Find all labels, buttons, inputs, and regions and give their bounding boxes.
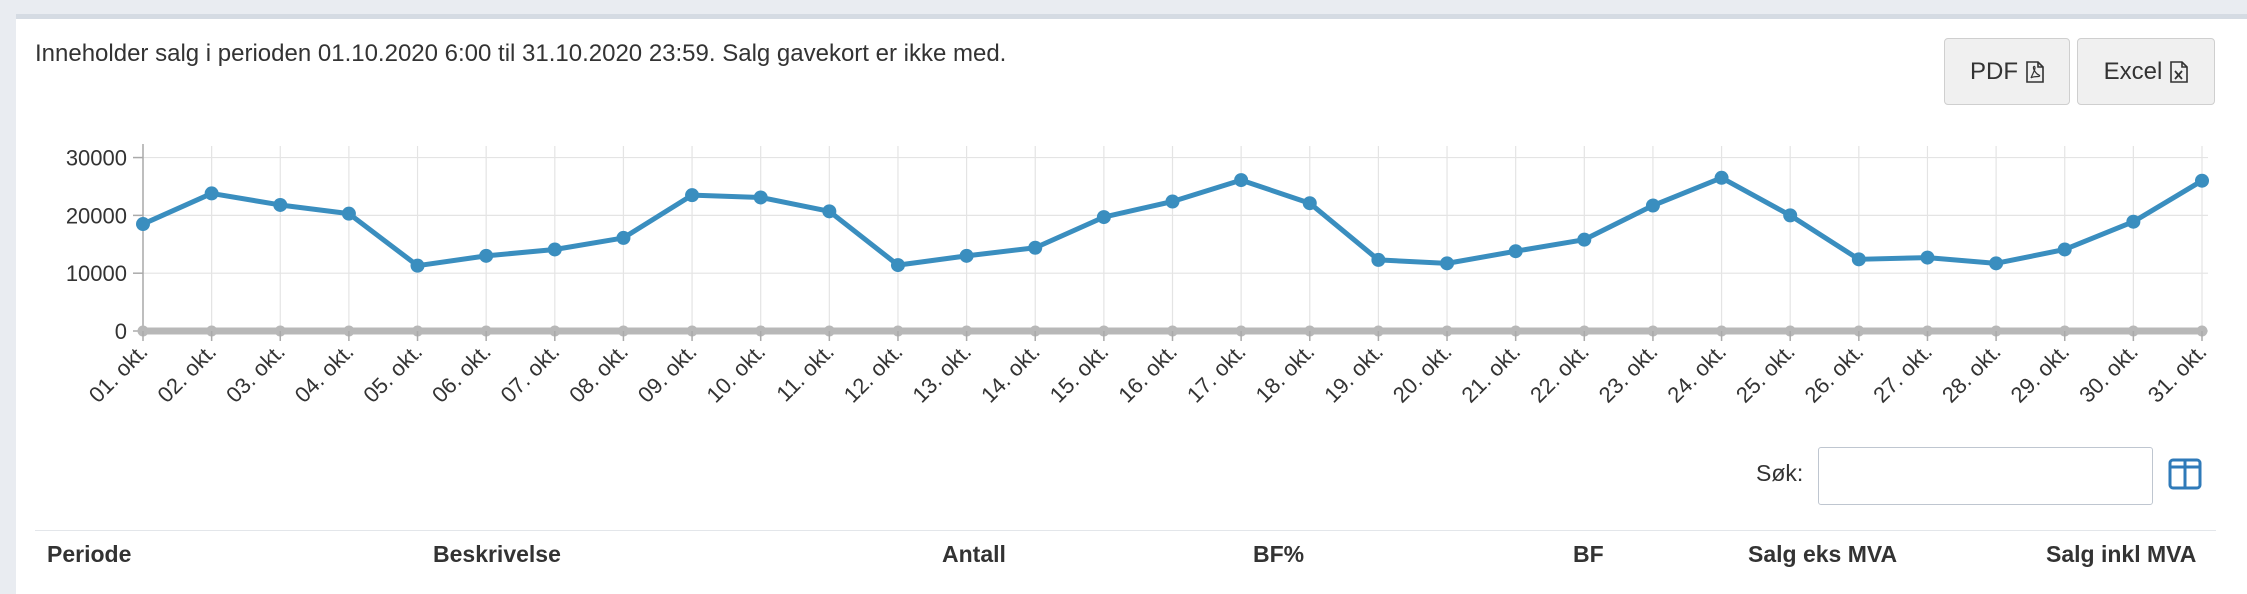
data-point: [1851, 252, 1866, 267]
data-point: [479, 248, 494, 263]
x-tick-label: 01. okt.: [84, 339, 153, 408]
x-tick-label: 24. okt.: [1662, 339, 1731, 408]
data-point: [1440, 256, 1455, 271]
x-tick-label: 09. okt.: [633, 339, 702, 408]
data-point: [1371, 252, 1386, 267]
data-point: [616, 230, 631, 245]
x-tick-label: 13. okt.: [907, 339, 976, 408]
data-point: [1508, 244, 1523, 259]
x-tick-label: 11. okt.: [771, 339, 839, 407]
x-tick-label: 18. okt.: [1251, 339, 1320, 408]
daily-sales-line-chart: 0 10000 20000 30000 01. okt. 02. okt. 03. okt.…: [66, 144, 2212, 408]
data-point: [204, 186, 219, 201]
pdf-button-label: PDF: [1970, 57, 2018, 85]
x-tick-label: 27. okt.: [1868, 339, 1937, 408]
excel-export-button[interactable]: Excel: [2077, 38, 2215, 105]
data-point: [1714, 170, 1729, 185]
data-point: [1096, 210, 1111, 225]
data-point: [1165, 194, 1180, 209]
columns-icon[interactable]: [2168, 458, 2202, 490]
y-tick-label: 0: [115, 319, 127, 344]
x-tick-label: 04. okt.: [290, 339, 359, 408]
x-tick-label: 06. okt.: [427, 339, 496, 408]
excel-file-icon: [2170, 60, 2189, 83]
data-point: [1028, 240, 1043, 255]
x-tick-label: 12. okt.: [839, 339, 908, 408]
x-tick-label: 29. okt.: [2006, 339, 2075, 408]
x-tick-label: 31. okt.: [2143, 339, 2212, 408]
column-header-bf-percent[interactable]: BF%: [1253, 541, 1305, 567]
pdf-export-button[interactable]: PDF: [1944, 38, 2070, 105]
data-point: [959, 248, 974, 263]
y-tick-label: 20000: [66, 203, 127, 228]
x-tick-label: 21. okt.: [1457, 339, 1526, 408]
data-point: [547, 242, 562, 257]
column-header-salg-eks-mva[interactable]: Salg eks MVA: [1748, 541, 1898, 567]
column-header-salg-inkl-mva[interactable]: Salg inkl MVA: [2046, 541, 2197, 567]
data-point: [1302, 196, 1317, 211]
data-point: [1783, 208, 1798, 223]
x-tick-label: 22. okt.: [1525, 339, 1594, 408]
data-point: [136, 217, 150, 232]
x-tick-label: 10. okt.: [702, 339, 771, 408]
data-point: [2195, 173, 2209, 188]
x-tick-label: 26. okt.: [1800, 339, 1869, 408]
x-tick-label: 02. okt.: [152, 339, 221, 408]
x-tick-label: 16. okt.: [1113, 339, 1182, 408]
data-point: [1645, 198, 1660, 213]
x-tick-label: 30. okt.: [2074, 339, 2143, 408]
y-tick-label: 10000: [66, 261, 127, 286]
x-tick-label: 17. okt.: [1182, 339, 1251, 408]
column-header-bf[interactable]: BF: [1573, 541, 1604, 567]
data-point: [1989, 256, 2004, 271]
data-point: [753, 190, 768, 205]
x-tick-label: 20. okt.: [1388, 339, 1457, 408]
data-point: [1920, 250, 1935, 265]
data-point: [1577, 232, 1592, 247]
data-point: [685, 188, 700, 203]
data-point: [822, 204, 837, 219]
x-tick-label: 03. okt.: [221, 339, 290, 408]
excel-button-label: Excel: [2103, 57, 2163, 85]
x-tick-label: 23. okt.: [1594, 339, 1663, 408]
data-point: [2126, 214, 2141, 229]
column-header-antall[interactable]: Antall: [942, 541, 1006, 567]
x-tick-label: 14. okt.: [976, 339, 1045, 408]
x-tick-label: 28. okt.: [1937, 339, 2006, 408]
data-point: [341, 206, 356, 221]
x-tick-label: 15. okt.: [1045, 339, 1114, 408]
data-point: [1234, 173, 1249, 188]
y-tick-label: 30000: [66, 146, 127, 171]
x-tick-label: 19. okt.: [1319, 339, 1388, 408]
x-tick-label: 05. okt.: [358, 339, 427, 408]
data-point: [410, 258, 425, 273]
data-point: [2057, 242, 2072, 257]
search-input[interactable]: [1818, 447, 2153, 505]
period-info-text: Inneholder salg i perioden 01.10.2020 6:…: [35, 40, 1007, 67]
column-header-periode[interactable]: Periode: [47, 541, 132, 567]
data-point: [890, 258, 905, 273]
sales-table: Periode Beskrivelse Antall BF% BF Salg e…: [35, 530, 2216, 591]
x-tick-label: 07. okt.: [496, 339, 565, 408]
x-tick-label: 25. okt.: [1731, 339, 1800, 408]
column-header-beskrivelse[interactable]: Beskrivelse: [433, 541, 561, 567]
search-label: Søk:: [1756, 460, 1804, 486]
pdf-file-icon: [2026, 60, 2044, 83]
x-tick-label: 08. okt.: [564, 339, 633, 408]
data-point: [273, 197, 288, 212]
